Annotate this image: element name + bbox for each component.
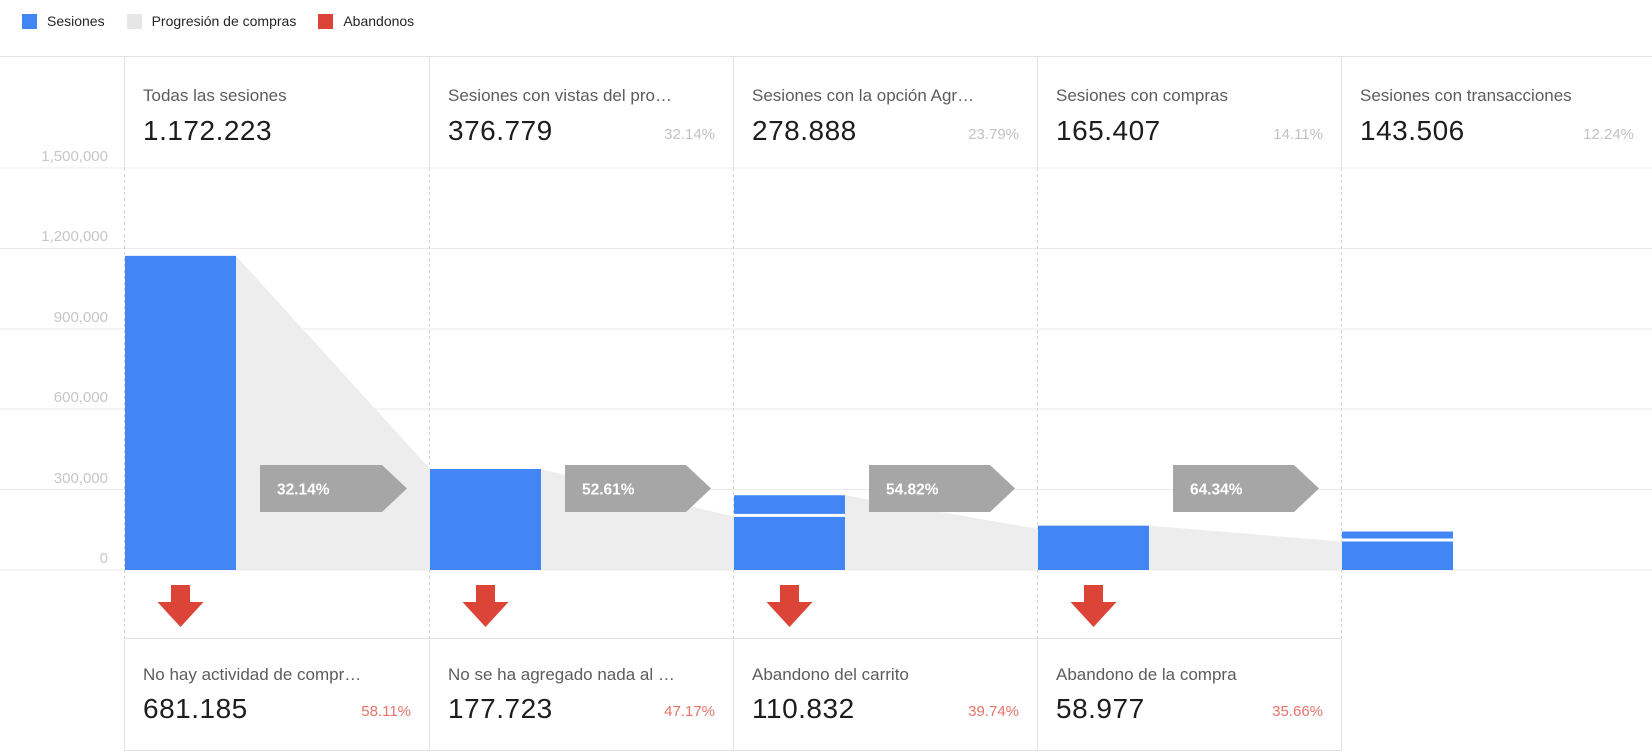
abandon-card-title: Abandono del carrito	[752, 665, 909, 684]
progression-arrow-3[interactable]	[869, 465, 1015, 512]
progression-arrow-label: 52.61%	[582, 482, 635, 499]
stage-card-percent: 12.24%	[1583, 126, 1634, 143]
funnel-bar-stage-2[interactable]	[430, 469, 541, 570]
abandonment-arrow-4[interactable]	[1070, 585, 1117, 627]
stage-card-all-sessions: Todas las sesiones 1.172.223	[124, 56, 429, 169]
abandon-card-no-cart-add: No se ha agregado nada al … 177.723 47.1…	[429, 638, 733, 751]
y-axis-label: 900,000	[53, 309, 108, 326]
abandon-card-value: 177.723	[448, 693, 553, 724]
abandon-card-title: No se ha agregado nada al …	[448, 665, 675, 684]
abandon-card-no-activity: No hay actividad de compr… 681.185 58.11…	[124, 638, 429, 751]
legend-item-progression: Progresión de compras	[126, 13, 297, 29]
progression-swatch-icon	[126, 13, 142, 29]
legend-item-sessions: Sesiones	[22, 13, 105, 29]
stage-card-add-to-cart: Sesiones con la opción Agr… 278.888 23.7…	[733, 56, 1037, 169]
bar-segment-separator	[1342, 538, 1453, 542]
stage-card-percent: 32.14%	[664, 126, 715, 143]
stage-card-title: Sesiones con vistas del pro…	[448, 86, 672, 105]
stage-card-percent: 23.79%	[968, 126, 1019, 143]
stage-card-title: Sesiones con la opción Agr…	[752, 86, 975, 105]
stage-card-title: Sesiones con compras	[1056, 86, 1228, 105]
abandon-card-value: 58.977	[1056, 693, 1145, 724]
y-axis-label: 0	[99, 550, 108, 567]
legend-label: Progresión de compras	[151, 13, 297, 29]
y-axis-label: 300,000	[53, 470, 108, 487]
funnel-bar-stage-4[interactable]	[1038, 525, 1149, 570]
stage-card-value: 165.407	[1056, 115, 1161, 146]
stage-card-value: 278.888	[752, 115, 857, 146]
abandon-card-title: No hay actividad de compr…	[143, 665, 362, 684]
legend-label: Abandonos	[343, 13, 415, 29]
legend-label: Sesiones	[47, 13, 105, 29]
progression-arrow-label: 32.14%	[277, 482, 330, 499]
abandon-card-percent: 47.17%	[664, 703, 715, 720]
funnel-bar-stage-5[interactable]	[1342, 531, 1453, 570]
stage-card-value: 376.779	[448, 115, 553, 146]
chart-legend: Sesiones Progresión de compras Abandonos	[22, 13, 436, 29]
abandonment-arrow-2[interactable]	[462, 585, 509, 627]
funnel-bar-stage-3[interactable]	[734, 495, 845, 570]
abandon-card-title: Abandono de la compra	[1056, 665, 1237, 684]
y-axis-label: 600,000	[53, 389, 108, 406]
header-divider	[0, 56, 1652, 57]
abandon-card-value: 681.185	[143, 693, 248, 724]
funnel-bar-stage-1[interactable]	[125, 255, 236, 570]
progression-arrow-label: 54.82%	[886, 482, 939, 499]
abandon-card-percent: 39.74%	[968, 703, 1019, 720]
stage-card-value: 143.506	[1360, 115, 1465, 146]
abandon-card-cart-abandonment: Abandono del carrito 110.832 39.74%	[733, 638, 1037, 751]
abandonment-arrow-1[interactable]	[157, 585, 204, 627]
progression-arrow-2[interactable]	[565, 465, 711, 512]
abandon-card-percent: 58.11%	[361, 703, 411, 720]
legend-item-abandonments: Abandonos	[318, 13, 414, 29]
stage-card-title: Sesiones con transacciones	[1360, 86, 1572, 105]
progression-arrow-4[interactable]	[1173, 465, 1319, 512]
abandon-card-percent: 35.66%	[1272, 703, 1323, 720]
abandon-card-checkout-abandonment: Abandono de la compra 58.977 35.66%	[1037, 638, 1342, 751]
stage-card-transactions: Sesiones con transacciones 143.506 12.24…	[1341, 56, 1652, 169]
y-axis-label: 1,500,000	[41, 148, 108, 165]
sessions-swatch-icon	[22, 13, 37, 29]
progression-arrow-1[interactable]	[260, 465, 407, 512]
progression-arrow-label: 64.34%	[1190, 482, 1243, 499]
stage-card-title: Todas las sesiones	[143, 86, 287, 105]
y-axis-label: 1,200,000	[41, 228, 108, 245]
stage-card-value: 1.172.223	[143, 115, 273, 146]
stage-card-checkout: Sesiones con compras 165.407 14.11%	[1037, 56, 1341, 169]
abandon-card-value: 110.832	[752, 693, 855, 724]
abandonment-arrow-3[interactable]	[766, 585, 813, 627]
bar-segment-separator	[734, 513, 845, 517]
stage-card-product-views: Sesiones con vistas del pro… 376.779 32.…	[429, 56, 733, 169]
abandonments-swatch-icon	[318, 13, 334, 29]
stage-card-percent: 14.11%	[1273, 126, 1323, 143]
